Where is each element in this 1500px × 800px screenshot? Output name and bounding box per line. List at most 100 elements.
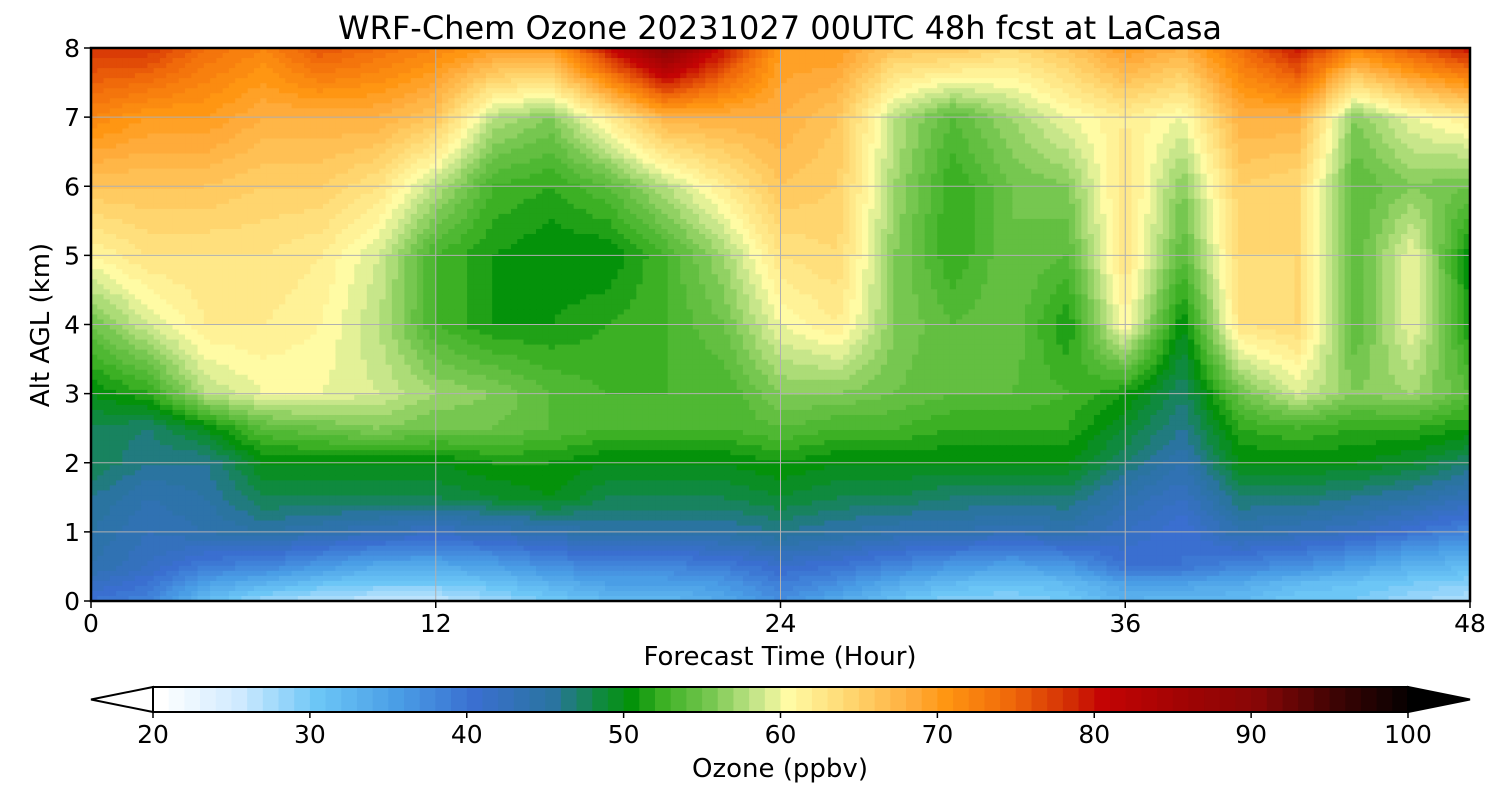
contour-cell [134, 148, 142, 155]
contour-cell [1093, 148, 1101, 155]
contour-cell [623, 58, 631, 64]
contour-cell [191, 98, 199, 104]
contour-cell [510, 63, 518, 69]
contour-cell [861, 93, 869, 99]
contour-cell [930, 118, 938, 125]
contour-cell [836, 48, 844, 54]
contour-cell [611, 58, 619, 64]
contour-cell [1150, 128, 1158, 135]
contour-cell [216, 143, 224, 150]
contour-cell [517, 158, 525, 165]
contour-cell [705, 88, 713, 94]
contour-cell [1401, 83, 1408, 89]
contour-cell [210, 138, 217, 145]
contour-cell [648, 73, 656, 79]
contour-cell [1018, 53, 1026, 59]
contour-cell [1012, 68, 1020, 74]
contour-cell [1238, 138, 1245, 145]
contour-cell [498, 153, 506, 160]
contour-cell [943, 63, 951, 69]
contour-cell [222, 88, 230, 94]
contour-cell [1024, 68, 1032, 74]
contour-cell [235, 88, 243, 94]
contour-cell [893, 133, 901, 140]
contour-cell [1012, 143, 1020, 150]
contour-cell [937, 113, 945, 119]
contour-cell [680, 98, 688, 104]
contour-cell [573, 138, 581, 145]
contour-cell [416, 133, 424, 140]
contour-cell [222, 63, 230, 69]
contour-cell [742, 103, 750, 109]
contour-cell [755, 78, 763, 84]
contour-cell [943, 133, 951, 140]
contour-cell [843, 148, 851, 155]
contour-cell [861, 128, 869, 135]
contour-cell [1313, 118, 1321, 125]
contour-cell [1062, 88, 1070, 94]
contour-cell [166, 73, 174, 79]
contour-cell [1269, 78, 1277, 84]
contour-cell [1344, 68, 1352, 74]
contour-cell [360, 143, 368, 150]
contour-cell [1024, 83, 1032, 89]
contour-cell [943, 143, 951, 150]
contour-cell [680, 123, 688, 130]
contour-cell [993, 98, 1001, 104]
contour-cell [930, 73, 938, 79]
contour-cell [366, 138, 374, 145]
contour-cell [912, 88, 919, 94]
contour-cell [1294, 58, 1302, 64]
contour-cell [379, 153, 387, 160]
contour-cell [316, 53, 324, 59]
contour-cell [1338, 63, 1346, 69]
contour-cell [1275, 93, 1283, 99]
contour-cell [1357, 118, 1365, 125]
contour-cell [811, 63, 819, 69]
contour-cell [561, 73, 568, 79]
contour-cell [780, 148, 788, 155]
contour-cell [279, 78, 286, 84]
contour-cell [473, 63, 481, 69]
contour-cell [1213, 58, 1220, 64]
contour-cell [1263, 98, 1271, 104]
contour-cell [297, 143, 305, 150]
contour-cell [203, 58, 211, 64]
contour-cell [235, 113, 243, 119]
contour-cell [1332, 103, 1339, 109]
contour-cell [1238, 123, 1245, 130]
contour-cell [103, 88, 111, 94]
contour-cell [116, 113, 123, 119]
contour-cell [1093, 53, 1101, 59]
contour-cell [1307, 58, 1314, 64]
contour-cell [1106, 58, 1114, 64]
contour-cell [949, 153, 957, 160]
contour-cell [736, 78, 744, 84]
contour-cell [247, 138, 255, 145]
contour-cell [103, 108, 111, 114]
contour-cell [673, 88, 681, 94]
contour-cell [692, 103, 700, 109]
contour-cell [410, 73, 418, 79]
contour-cell [116, 58, 123, 64]
contour-cell [485, 143, 493, 150]
contour-cell [529, 133, 537, 140]
contour-cell [147, 158, 155, 165]
contour-cell [1407, 153, 1415, 160]
contour-cell [1150, 108, 1158, 114]
contour-cell [1087, 98, 1095, 104]
contour-cell [767, 158, 775, 165]
contour-cell [166, 123, 174, 130]
contour-cell [1231, 53, 1239, 59]
contour-cell [536, 148, 543, 155]
contour-cell [266, 73, 274, 79]
contour-cell [166, 63, 174, 69]
contour-cell [542, 113, 550, 119]
contour-cell [999, 98, 1007, 104]
contour-cell [1457, 48, 1465, 54]
contour-cell [711, 93, 719, 99]
contour-cell [260, 113, 268, 119]
contour-cell [1043, 108, 1051, 114]
contour-cell [222, 83, 230, 89]
contour-cell [297, 103, 305, 109]
